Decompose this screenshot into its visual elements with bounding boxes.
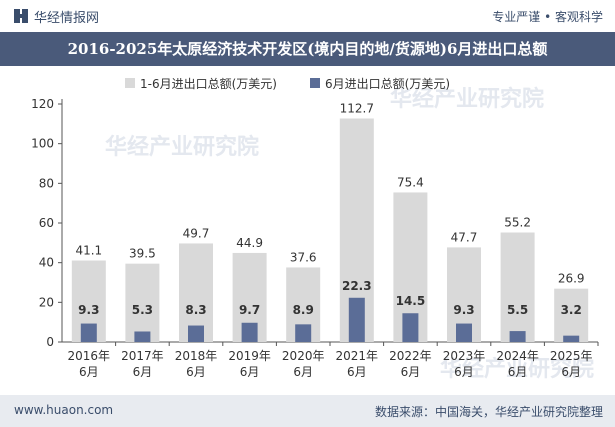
x-tick-label: 6月 (240, 365, 260, 379)
x-tick-label: 6月 (508, 365, 528, 379)
legend-label-series-1: 1-6月进出口总额(万美元) (140, 77, 277, 91)
x-tick-label: 2025年 (550, 349, 593, 363)
bar-series-2 (241, 322, 258, 342)
y-tick-label: 120 (31, 97, 54, 111)
x-tick-label: 2021年 (336, 349, 379, 363)
y-tick-label: 60 (39, 216, 54, 230)
x-tick-label: 2022年 (389, 349, 432, 363)
data-label-series-1: 112.7 (340, 101, 374, 115)
data-label-series-2: 9.3 (78, 303, 99, 317)
x-tick-label: 2023年 (443, 349, 486, 363)
y-tick-label: 20 (39, 295, 54, 309)
data-label-series-2: 5.3 (132, 303, 153, 317)
x-tick-label: 2019年 (228, 349, 271, 363)
x-tick-label: 6月 (561, 365, 581, 379)
bar-series-2 (80, 323, 97, 342)
data-source: 数据来源：中国海关，华经产业研究院整理 (374, 405, 603, 419)
bar-series-2 (509, 331, 526, 342)
footer-bar: www.huaon.com 数据来源：中国海关，华经产业研究院整理 (0, 395, 615, 427)
y-tick-label: 40 (39, 256, 54, 270)
bar-series-2 (134, 331, 151, 342)
legend-label-series-2: 6月进出口总额(万美元) (325, 77, 450, 91)
data-label-series-2: 5.5 (507, 303, 528, 317)
bar-series-2 (295, 324, 312, 342)
x-tick-label: 2020年 (282, 349, 325, 363)
legend-swatch-series-1 (125, 78, 135, 88)
data-label-series-1: 49.7 (183, 226, 210, 240)
x-tick-label: 6月 (186, 365, 206, 379)
data-label-series-1: 44.9 (236, 236, 263, 250)
bar-series-2 (348, 297, 365, 342)
data-label-series-1: 41.1 (75, 243, 102, 257)
watermark: 华经产业研究院 (440, 356, 594, 382)
x-tick-label: 6月 (401, 365, 421, 379)
data-label-series-2: 22.3 (342, 279, 372, 293)
tagline: 专业严谨 • 客观科学 (492, 10, 603, 24)
x-tick-label: 2016年 (68, 349, 111, 363)
x-tick-label: 2018年 (175, 349, 218, 363)
data-label-series-2: 9.3 (453, 303, 474, 317)
x-tick-label: 6月 (293, 365, 313, 379)
chart-title: 2016-2025年太原经济技术开发区(境内目的地/货源地)6月进出口总额 (67, 40, 548, 58)
data-label-series-2: 14.5 (396, 294, 426, 308)
title-bar: 2016-2025年太原经济技术开发区(境内目的地/货源地)6月进出口总额 (0, 32, 615, 66)
bar-series-1 (554, 288, 589, 342)
data-label-series-2: 9.7 (239, 303, 260, 317)
legend-swatch-series-2 (310, 78, 320, 88)
data-label-series-2: 8.3 (185, 303, 206, 317)
data-label-series-1: 37.6 (290, 250, 317, 264)
x-tick-label: 6月 (133, 365, 153, 379)
watermark: 华经产业研究院 (390, 86, 544, 112)
x-tick-label: 2024年 (496, 349, 539, 363)
x-tick-label: 6月 (79, 365, 99, 379)
bar-series-2 (456, 323, 472, 342)
logo-icon (14, 9, 28, 23)
bar-series-2 (188, 325, 204, 342)
bar-series-2 (402, 313, 419, 342)
x-tick-label: 6月 (454, 365, 474, 379)
watermark: 华经产业研究院 (105, 134, 259, 160)
site-url: www.huaon.com (14, 403, 114, 417)
top-bar: 华经情报网 专业严谨 • 客观科学 (0, 0, 615, 32)
data-label-series-1: 26.9 (558, 272, 585, 286)
y-tick-label: 80 (39, 176, 54, 190)
data-label-series-2: 3.2 (561, 303, 582, 317)
data-label-series-1: 39.5 (129, 247, 156, 261)
bar-series-2 (563, 335, 580, 342)
data-label-series-2: 8.9 (293, 303, 314, 317)
bar-series-1 (125, 263, 160, 342)
x-tick-label: 2017年 (121, 349, 164, 363)
brand-name: 华经情报网 (34, 11, 100, 26)
data-label-series-1: 55.2 (504, 216, 531, 230)
y-tick-label: 0 (46, 335, 54, 349)
y-tick-label: 100 (31, 137, 54, 151)
data-label-series-1: 47.7 (451, 230, 478, 244)
data-label-series-1: 75.4 (397, 175, 424, 189)
x-tick-label: 6月 (347, 365, 367, 379)
bar-series-1 (500, 232, 535, 342)
